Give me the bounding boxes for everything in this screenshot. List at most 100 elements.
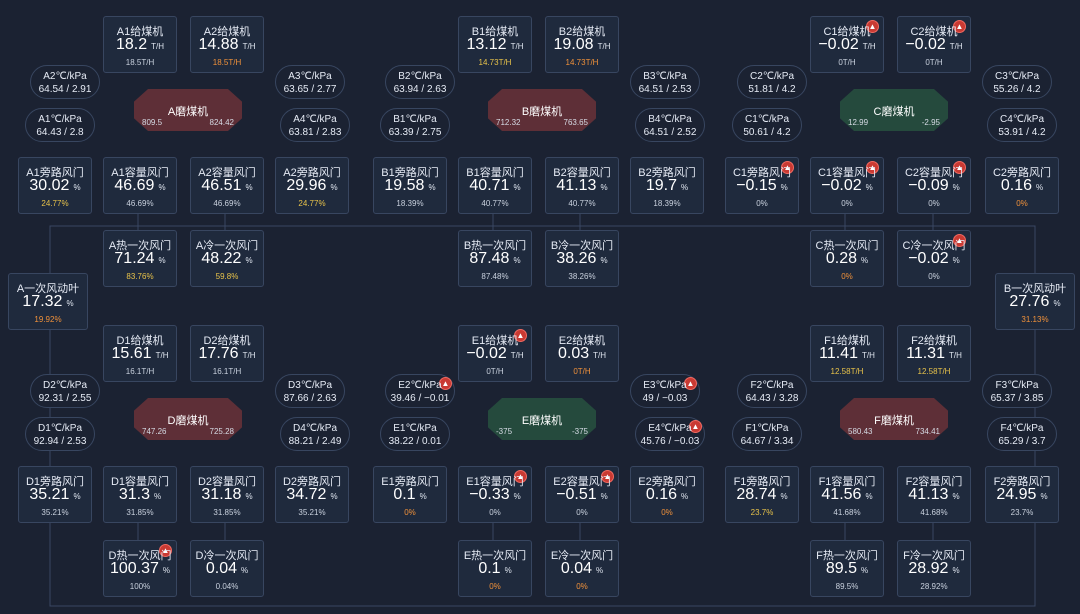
feeder-b2-card[interactable]: B2给煤机 19.08 T/H 14.73T/H [545,16,619,73]
alarm-bell-icon[interactable]: ▲ [689,420,702,433]
air-a-cold-card[interactable]: A冷一次风门 48.22% 59.8% [190,230,264,287]
mill-e[interactable]: E磨煤机 -375 -375 [488,398,596,440]
pressure-a1-pill[interactable]: A1℃/kPa 64.43 / 2.8 [25,108,95,142]
damper-a1-capacity-card[interactable]: A1容量风门 46.69% 46.69% [103,157,177,214]
damper-unit: % [681,492,689,501]
damper-d1-capacity-card[interactable]: D1容量风门 31.3% 31.85% [103,466,177,523]
alarm-bell-icon[interactable]: ▲ [866,161,879,174]
mill-c[interactable]: C磨煤机 12.99 -2.95 [840,89,948,131]
air-e-cold-card[interactable]: E冷一次风门 0.04% 0% [545,540,619,597]
damper-d1-bypass-card[interactable]: D1旁路风门 35.21% 35.21% [18,466,92,523]
pressure-d1-pill[interactable]: D1℃/kPa 92.94 / 2.53 [25,417,95,451]
pressure-d2-pill[interactable]: D2℃/kPa 92.31 / 2.55 [30,374,100,408]
damper-e1-capacity-card[interactable]: ▲ E1容量风门 −0.33% 0% [458,466,532,523]
pressure-e4-pill[interactable]: ▲ E4℃/kPa 45.76 / −0.03 [635,417,705,451]
mill-b[interactable]: B磨煤机 712.32 763.65 [488,89,596,131]
pressure-a4-pill[interactable]: A4℃/kPa 63.81 / 2.83 [280,108,350,142]
damper-c2-bypass-card[interactable]: C2旁路风门 0.16% 0% [985,157,1059,214]
damper-e2-capacity-card[interactable]: ▲ E2容量风门 −0.51% 0% [545,466,619,523]
feeder-a2-card[interactable]: A2给煤机 14.88 T/H 18.5T/H [190,16,264,73]
pressure-c1-pill[interactable]: C1℃/kPa 50.61 / 4.2 [732,108,802,142]
alarm-bell-icon[interactable]: ▲ [866,20,879,33]
feeder-f2-card[interactable]: F2给煤机 11.31 T/H 12.58T/H [897,325,971,382]
pressure-e1-pill[interactable]: E1℃/kPa 38.22 / 0.01 [380,417,450,451]
pressure-value: 92.94 / 2.53 [33,436,87,447]
air-d-hot-card[interactable]: ▲ D热一次风门 100.37% 100% [103,540,177,597]
air-d-cold-card[interactable]: D冷一次风门 0.04% 0.04% [190,540,264,597]
damper-d2-bypass-card[interactable]: D2旁路风门 34.72% 35.21% [275,466,349,523]
alarm-bell-icon[interactable]: ▲ [953,161,966,174]
fan-b-card[interactable]: B一次风动叶 27.76% 31.13% [995,273,1075,330]
pressure-b4-pill[interactable]: B4℃/kPa 64.51 / 2.52 [635,108,705,142]
mill-left-value: -375 [496,427,513,436]
alarm-bell-icon[interactable]: ▲ [953,234,966,247]
alarm-bell-icon[interactable]: ▲ [159,544,172,557]
air-b-cold-card[interactable]: B冷一次风门 38.26% 38.26% [545,230,619,287]
damper-f1-bypass-card[interactable]: F1旁路风门 28.74% 23.7% [725,466,799,523]
air-b-hot-card[interactable]: B热一次风门 87.48% 87.48% [458,230,532,287]
pressure-a3-pill[interactable]: A3℃/kPa 63.65 / 2.77 [275,65,345,99]
alarm-bell-icon[interactable]: ▲ [601,470,614,483]
damper-f2-bypass-card[interactable]: F2旁路风门 24.95% 23.7% [985,466,1059,523]
pressure-e3-pill[interactable]: ▲ E3℃/kPa 49 / −0.03 [630,374,700,408]
pressure-b1-pill[interactable]: B1℃/kPa 63.39 / 2.75 [380,108,450,142]
alarm-bell-icon[interactable]: ▲ [514,329,527,342]
alarm-bell-icon[interactable]: ▲ [684,377,697,390]
alarm-bell-icon[interactable]: ▲ [781,161,794,174]
damper-value: 41.13 [908,486,949,503]
damper-e2-bypass-card[interactable]: E2旁路风门 0.16% 0% [630,466,704,523]
feeder-d2-card[interactable]: D2给煤机 17.76 T/H 16.1T/H [190,325,264,382]
damper-a1-bypass-card[interactable]: A1旁路风门 30.02% 24.77% [18,157,92,214]
damper-f1-capacity-card[interactable]: F1容量风门 41.56% 41.68% [810,466,884,523]
damper-e1-bypass-card[interactable]: E1旁路风门 0.1% 0% [373,466,447,523]
feeder-c2-card[interactable]: ▲ C2给煤机 −0.02 T/H 0T/H [897,16,971,73]
pressure-c2-pill[interactable]: C2℃/kPa 51.81 / 4.2 [737,65,807,99]
damper-c2-capacity-card[interactable]: ▲ C2容量风门 −0.09% 0% [897,157,971,214]
alarm-bell-icon[interactable]: ▲ [953,20,966,33]
mill-f[interactable]: F磨煤机 580.43 734.41 [840,398,948,440]
feeder-d1-card[interactable]: D1给煤机 15.61 T/H 16.1T/H [103,325,177,382]
pressure-f2-pill[interactable]: F2℃/kPa 64.43 / 3.28 [737,374,807,408]
air-f-cold-card[interactable]: F冷一次风门 28.92% 28.92% [897,540,971,597]
air-c-hot-card[interactable]: C热一次风门 0.28% 0% [810,230,884,287]
damper-b1-bypass-card[interactable]: B1旁路风门 19.58% 18.39% [373,157,447,214]
pressure-a2-pill[interactable]: A2℃/kPa 64.54 / 2.91 [30,65,100,99]
feeder-e2-card[interactable]: E2给煤机 0.03 T/H 0T/H [545,325,619,382]
damper-a2-capacity-card[interactable]: A2容量风门 46.51% 46.69% [190,157,264,214]
pressure-value: 65.37 / 3.85 [990,393,1044,404]
pressure-e2-pill[interactable]: ▲ E2℃/kPa 39.46 / −0.01 [385,374,455,408]
feeder-f1-card[interactable]: F1给煤机 11.41 T/H 12.58T/H [810,325,884,382]
mill-d[interactable]: D磨煤机 747.26 725.28 [134,398,242,440]
feeder-e1-card[interactable]: ▲ E1给煤机 −0.02 T/H 0T/H [458,325,532,382]
pressure-f4-pill[interactable]: F4℃/kPa 65.29 / 3.7 [987,417,1057,451]
alarm-bell-icon[interactable]: ▲ [439,377,452,390]
pressure-f3-pill[interactable]: F3℃/kPa 65.37 / 3.85 [982,374,1052,408]
damper-unit: % [1036,183,1044,192]
fan-a-card[interactable]: A一次风动叶 17.32% 19.92% [8,273,88,330]
damper-b2-bypass-card[interactable]: B2旁路风门 19.7% 18.39% [630,157,704,214]
air-e-hot-card[interactable]: E热一次风门 0.1% 0% [458,540,532,597]
air-f-hot-card[interactable]: F热一次风门 89.5% 89.5% [810,540,884,597]
feeder-c1-card[interactable]: ▲ C1给煤机 −0.02 T/H 0T/H [810,16,884,73]
air-a-hot-card[interactable]: A热一次风门 71.24% 83.76% [103,230,177,287]
mill-a[interactable]: A磨煤机 809.5 824.42 [134,89,242,131]
feeder-value: 19.08 [553,36,594,53]
damper-c1-capacity-card[interactable]: ▲ C1容量风门 −0.02% 0% [810,157,884,214]
pressure-c3-pill[interactable]: C3℃/kPa 55.26 / 4.2 [982,65,1052,99]
pressure-b3-pill[interactable]: B3℃/kPa 64.51 / 2.53 [630,65,700,99]
feeder-b1-card[interactable]: B1给煤机 13.12 T/H 14.73T/H [458,16,532,73]
damper-d2-capacity-card[interactable]: D2容量风门 31.18% 31.85% [190,466,264,523]
pressure-d4-pill[interactable]: D4℃/kPa 88.21 / 2.49 [280,417,350,451]
alarm-bell-icon[interactable]: ▲ [514,470,527,483]
feeder-a1-card[interactable]: A1给煤机 18.2 T/H 18.5T/H [103,16,177,73]
pressure-b2-pill[interactable]: B2℃/kPa 63.94 / 2.63 [385,65,455,99]
damper-b1-capacity-card[interactable]: B1容量风门 40.71% 40.77% [458,157,532,214]
air-c-cold-card[interactable]: ▲ C冷一次风门 −0.02% 0% [897,230,971,287]
pressure-f1-pill[interactable]: F1℃/kPa 64.67 / 3.34 [732,417,802,451]
damper-c1-bypass-card[interactable]: ▲ C1旁路风门 −0.15% 0% [725,157,799,214]
damper-b2-capacity-card[interactable]: B2容量风门 41.13% 40.77% [545,157,619,214]
pressure-c4-pill[interactable]: C4℃/kPa 53.91 / 4.2 [987,108,1057,142]
damper-a2-bypass-card[interactable]: A2旁路风门 29.96% 24.77% [275,157,349,214]
damper-f2-capacity-card[interactable]: F2容量风门 41.13% 41.68% [897,466,971,523]
pressure-d3-pill[interactable]: D3℃/kPa 87.66 / 2.63 [275,374,345,408]
